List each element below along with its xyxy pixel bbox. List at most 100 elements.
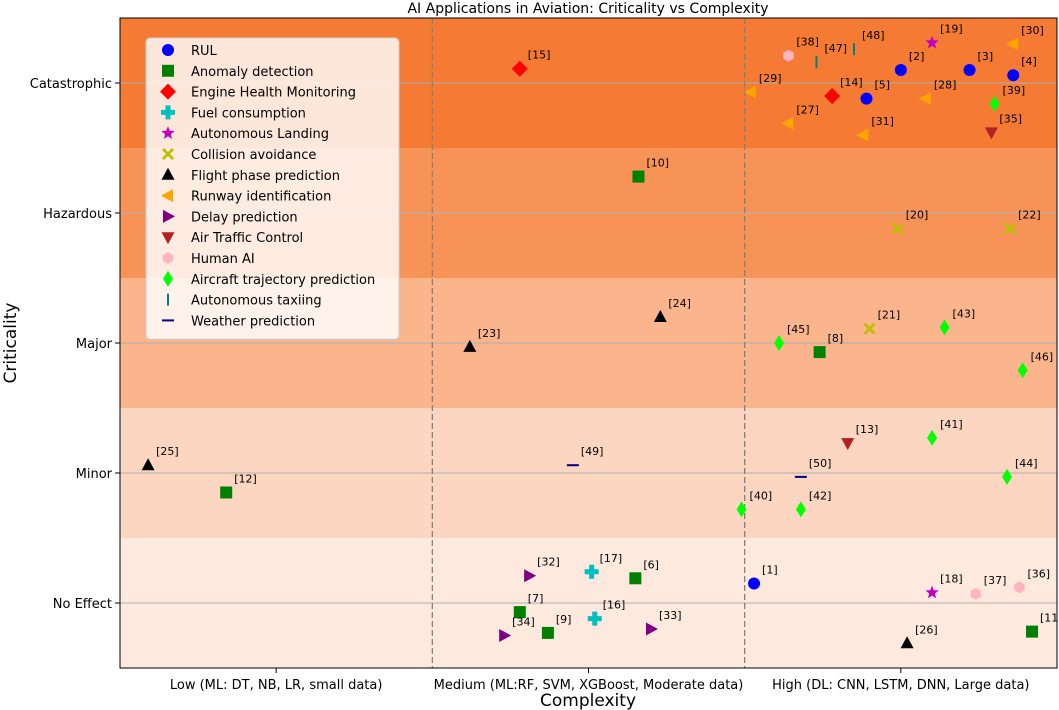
point-delay-prediction <box>645 622 658 636</box>
point-runway-identification <box>1006 37 1019 51</box>
point-anomaly-detection <box>632 170 645 183</box>
point-label: [11] <box>1040 612 1059 625</box>
legend-marker-runway-identification <box>161 189 173 203</box>
x-axis-label: Complexity <box>540 691 636 710</box>
legend-box <box>145 37 400 340</box>
legend-marker-delay-prediction <box>163 209 175 223</box>
legend-marker-aircraft-trajectory-prediction <box>163 270 173 287</box>
legend: RUL Anomaly detection Engine Health Monito… <box>145 37 400 340</box>
point-label: [4] <box>1021 55 1037 68</box>
point-label: [41] <box>940 418 963 431</box>
legend-label-human-ai: Human AI <box>191 252 255 267</box>
point-label: [17] <box>600 552 623 565</box>
point-collision-avoidance <box>891 222 904 235</box>
y-tick-label-major: Major <box>76 337 113 352</box>
point-label: [50] <box>809 457 832 470</box>
point-anomaly-detection <box>1026 625 1039 638</box>
legend-label-aircraft-trajectory-prediction: Aircraft trajectory prediction <box>191 273 375 288</box>
point-runway-identification <box>918 92 931 106</box>
point-anomaly-detection <box>629 572 642 585</box>
point-aircraft-trajectory-prediction <box>927 429 938 446</box>
legend-marker-air-traffic-control <box>161 232 175 245</box>
point-delay-prediction <box>499 629 512 642</box>
point-label: [7] <box>528 592 544 605</box>
point-label: [45] <box>787 323 810 336</box>
point-human-ai <box>783 49 794 62</box>
point-aircraft-trajectory-prediction <box>939 319 950 336</box>
y-tick-label-minor: Minor <box>76 467 113 482</box>
y-tick-label-catastrophic: Catastrophic <box>30 77 112 92</box>
point-aircraft-trajectory-prediction <box>989 95 1000 112</box>
point-label: [44] <box>1015 457 1038 470</box>
y-tick-label-hazardous: Hazardous <box>43 207 112 222</box>
x-tick-label-high: High (DL: CNN, LSTM, DNN, Large data) <box>772 678 1029 693</box>
legend-label-delay-prediction: Delay prediction <box>191 210 298 225</box>
legend-label-engine-health-monitoring: Engine Health Monitoring <box>191 86 356 101</box>
point-label: [22] <box>1018 209 1041 222</box>
point-label: [18] <box>940 573 963 586</box>
point-label: [10] <box>646 157 669 170</box>
legend-marker-human-ai <box>162 252 174 264</box>
legend-marker-rul <box>162 44 174 56</box>
legend-label-autonomous-landing: Autonomous Landing <box>191 127 329 142</box>
point-label: [20] <box>906 209 929 222</box>
x-tick-label-low: Low (ML: DT, NB, LR, small data) <box>170 678 383 693</box>
point-aircraft-trajectory-prediction <box>795 501 806 518</box>
point-label: [23] <box>478 327 501 340</box>
chart-title: AI Applications in Aviation: Criticality… <box>407 1 768 17</box>
x-tick-label-medium: Medium (ML:RF, SVM, XGBoost, Moderate da… <box>434 678 744 693</box>
point-label: [30] <box>1021 24 1044 37</box>
point-label: [8] <box>828 332 844 345</box>
point-label: [35] <box>999 112 1022 125</box>
point-collision-avoidance <box>1004 222 1017 235</box>
point-air-traffic-control <box>841 438 855 451</box>
point-label: [3] <box>978 50 994 63</box>
point-flight-phase-prediction <box>463 339 477 352</box>
point-label: [16] <box>603 599 626 612</box>
point-aircraft-trajectory-prediction <box>1002 468 1013 485</box>
point-label: [47] <box>825 42 848 55</box>
point-rul <box>1007 69 1020 82</box>
legend-label-runway-identification: Runway identification <box>191 190 331 205</box>
point-air-traffic-control <box>984 127 998 140</box>
point-label: [28] <box>934 79 957 92</box>
point-engine-health-monitoring <box>824 88 841 104</box>
legend-marker-collision-avoidance <box>162 148 174 160</box>
point-label: [2] <box>909 50 925 63</box>
point-rul <box>860 92 873 105</box>
point-engine-health-monitoring <box>511 60 528 77</box>
point-delay-prediction <box>524 569 537 583</box>
legend-label-flight-phase-prediction: Flight phase prediction <box>191 169 340 184</box>
point-runway-identification <box>781 116 794 130</box>
point-label: [12] <box>234 473 257 486</box>
point-runway-identification <box>856 128 869 142</box>
point-label: [15] <box>528 49 551 62</box>
point-fuel-consumption <box>584 564 599 579</box>
point-autonomous-landing <box>925 35 939 49</box>
point-label: [26] <box>915 623 938 636</box>
legend-label-weather-prediction: Weather prediction <box>191 314 315 329</box>
legend-marker-anomaly-detection <box>162 64 174 77</box>
legend-marker-engine-health-monitoring <box>160 83 176 100</box>
point-label: [36] <box>1028 567 1051 580</box>
complexity-dividers <box>431 18 746 668</box>
point-rul <box>894 64 907 76</box>
point-human-ai <box>970 587 981 600</box>
point-label: [49] <box>581 445 604 458</box>
point-label: [39] <box>1003 84 1026 97</box>
point-label: [1] <box>762 564 778 577</box>
point-label: [24] <box>668 297 691 310</box>
point-label: [31] <box>871 115 894 128</box>
point-human-ai <box>1014 581 1025 594</box>
point-anomaly-detection <box>541 626 554 639</box>
point-label: [5] <box>874 79 890 92</box>
point-rul <box>748 577 761 590</box>
point-anomaly-detection <box>513 606 526 619</box>
point-label: [33] <box>659 609 682 622</box>
point-label: [37] <box>984 574 1007 587</box>
point-runway-identification <box>743 85 756 99</box>
point-label: [34] <box>512 616 535 629</box>
point-label: [42] <box>809 489 832 502</box>
point-label: [40] <box>750 489 773 502</box>
